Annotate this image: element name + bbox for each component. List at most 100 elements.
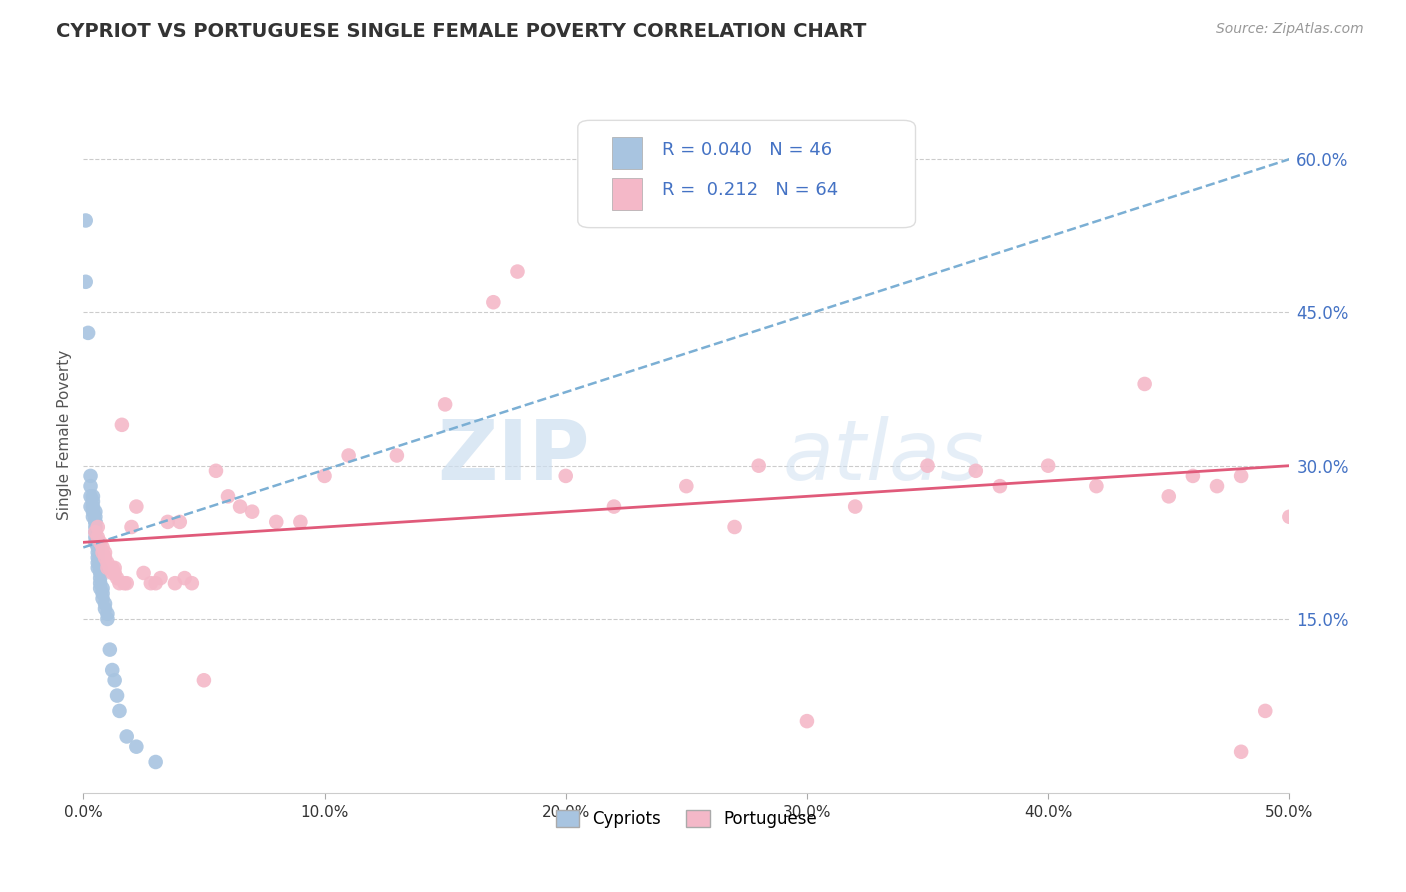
Point: [121, 520, 143, 534]
Point: [1157, 489, 1180, 503]
Point: [229, 500, 252, 514]
Point: [77, 326, 100, 340]
Point: [87, 556, 110, 570]
Point: [482, 295, 505, 310]
Point: [89, 535, 111, 549]
Point: [91, 541, 114, 555]
Point: [205, 464, 228, 478]
Point: [84, 525, 107, 540]
Point: [91, 582, 114, 596]
Text: R = 0.040   N = 46: R = 0.040 N = 46: [662, 142, 832, 160]
Point: [169, 515, 191, 529]
Point: [79, 479, 101, 493]
Point: [87, 561, 110, 575]
Point: [84, 515, 107, 529]
Legend: Cypriots, Portuguese: Cypriots, Portuguese: [550, 803, 824, 834]
Point: [149, 571, 172, 585]
Point: [101, 561, 124, 575]
Point: [104, 566, 127, 580]
Point: [104, 673, 127, 688]
Point: [82, 505, 104, 519]
Point: [675, 479, 697, 493]
Point: [94, 597, 117, 611]
Point: [217, 489, 239, 503]
Point: [96, 607, 118, 621]
Point: [89, 561, 111, 575]
Point: [96, 612, 118, 626]
Point: [79, 469, 101, 483]
Point: [844, 500, 866, 514]
Text: ZIP: ZIP: [437, 416, 591, 497]
Point: [101, 663, 124, 677]
FancyBboxPatch shape: [578, 120, 915, 227]
Point: [988, 479, 1011, 493]
Point: [84, 520, 107, 534]
Point: [79, 500, 101, 514]
Point: [87, 545, 110, 559]
Point: [87, 530, 110, 544]
Point: [89, 576, 111, 591]
Point: [748, 458, 770, 473]
Point: [163, 576, 186, 591]
Point: [94, 601, 117, 615]
Text: atlas: atlas: [783, 416, 984, 497]
Point: [84, 525, 107, 540]
Point: [82, 509, 104, 524]
Point: [82, 494, 104, 508]
Point: [1181, 469, 1204, 483]
Point: [79, 489, 101, 503]
Point: [105, 689, 128, 703]
Point: [139, 576, 162, 591]
Point: [193, 673, 215, 688]
Text: R =  0.212   N = 64: R = 0.212 N = 64: [662, 181, 838, 200]
Point: [84, 515, 107, 529]
Text: Source: ZipAtlas.com: Source: ZipAtlas.com: [1216, 22, 1364, 37]
Point: [87, 550, 110, 565]
Point: [82, 500, 104, 514]
Point: [965, 464, 987, 478]
Point: [91, 591, 114, 606]
Point: [145, 576, 167, 591]
Point: [94, 545, 117, 559]
Point: [796, 714, 818, 728]
Point: [337, 449, 360, 463]
Point: [554, 469, 576, 483]
Point: [96, 556, 118, 570]
Point: [603, 500, 626, 514]
Point: [1278, 509, 1301, 524]
FancyBboxPatch shape: [612, 178, 641, 210]
Point: [84, 535, 107, 549]
Point: [84, 530, 107, 544]
Point: [105, 571, 128, 585]
Point: [1230, 469, 1253, 483]
Point: [89, 571, 111, 585]
Point: [156, 515, 179, 529]
Point: [84, 505, 107, 519]
Point: [434, 397, 457, 411]
Point: [101, 566, 124, 580]
Point: [94, 550, 117, 565]
Point: [84, 509, 107, 524]
Y-axis label: Single Female Poverty: Single Female Poverty: [58, 350, 72, 520]
Point: [87, 535, 110, 549]
Point: [104, 561, 127, 575]
Point: [108, 704, 131, 718]
Point: [108, 576, 131, 591]
Point: [91, 545, 114, 559]
Point: [173, 571, 195, 585]
Point: [125, 500, 148, 514]
Point: [1085, 479, 1108, 493]
Point: [112, 576, 135, 591]
Point: [506, 264, 529, 278]
Point: [290, 515, 312, 529]
Point: [385, 449, 408, 463]
Point: [89, 566, 111, 580]
Point: [1254, 704, 1277, 718]
Point: [87, 541, 110, 555]
Point: [82, 489, 104, 503]
Point: [917, 458, 939, 473]
Point: [125, 739, 148, 754]
FancyBboxPatch shape: [612, 136, 641, 169]
Point: [115, 730, 138, 744]
Text: CYPRIOT VS PORTUGUESE SINGLE FEMALE POVERTY CORRELATION CHART: CYPRIOT VS PORTUGUESE SINGLE FEMALE POVE…: [56, 22, 866, 41]
